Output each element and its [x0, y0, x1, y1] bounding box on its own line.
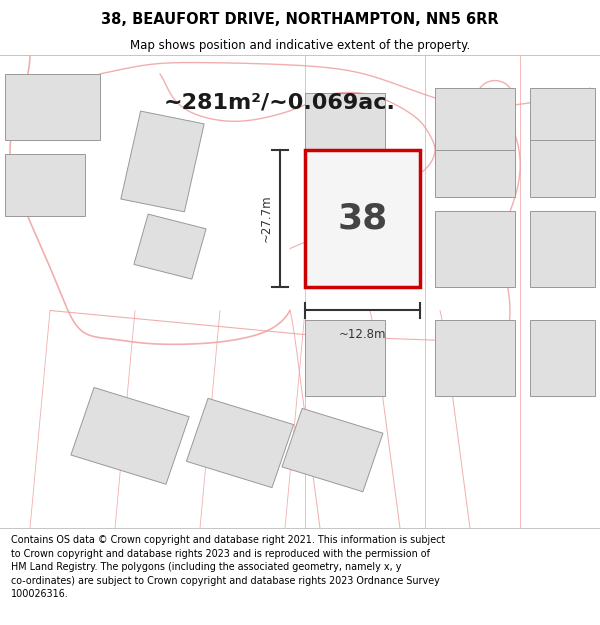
- Bar: [530, 211, 595, 287]
- Bar: [305, 320, 385, 396]
- Bar: [71, 388, 189, 484]
- Bar: [187, 398, 293, 488]
- Bar: [121, 111, 204, 212]
- Bar: [305, 149, 420, 287]
- Bar: [282, 408, 383, 492]
- Bar: [435, 211, 515, 287]
- Bar: [530, 320, 595, 396]
- Bar: [5, 154, 85, 216]
- Bar: [134, 214, 206, 279]
- Bar: [530, 88, 595, 140]
- Text: Map shows position and indicative extent of the property.: Map shows position and indicative extent…: [130, 39, 470, 51]
- Text: ~12.8m: ~12.8m: [339, 328, 386, 341]
- Bar: [435, 112, 515, 197]
- Bar: [530, 112, 595, 197]
- Text: Contains OS data © Crown copyright and database right 2021. This information is : Contains OS data © Crown copyright and d…: [11, 535, 445, 599]
- Bar: [435, 320, 515, 396]
- Text: 38, BEAUFORT DRIVE, NORTHAMPTON, NN5 6RR: 38, BEAUFORT DRIVE, NORTHAMPTON, NN5 6RR: [101, 12, 499, 27]
- Bar: [5, 74, 100, 140]
- Text: 38: 38: [337, 201, 388, 235]
- Bar: [305, 93, 385, 154]
- Text: ~27.7m: ~27.7m: [260, 194, 272, 242]
- Text: ~281m²/~0.069ac.: ~281m²/~0.069ac.: [164, 92, 396, 112]
- Bar: [435, 88, 515, 149]
